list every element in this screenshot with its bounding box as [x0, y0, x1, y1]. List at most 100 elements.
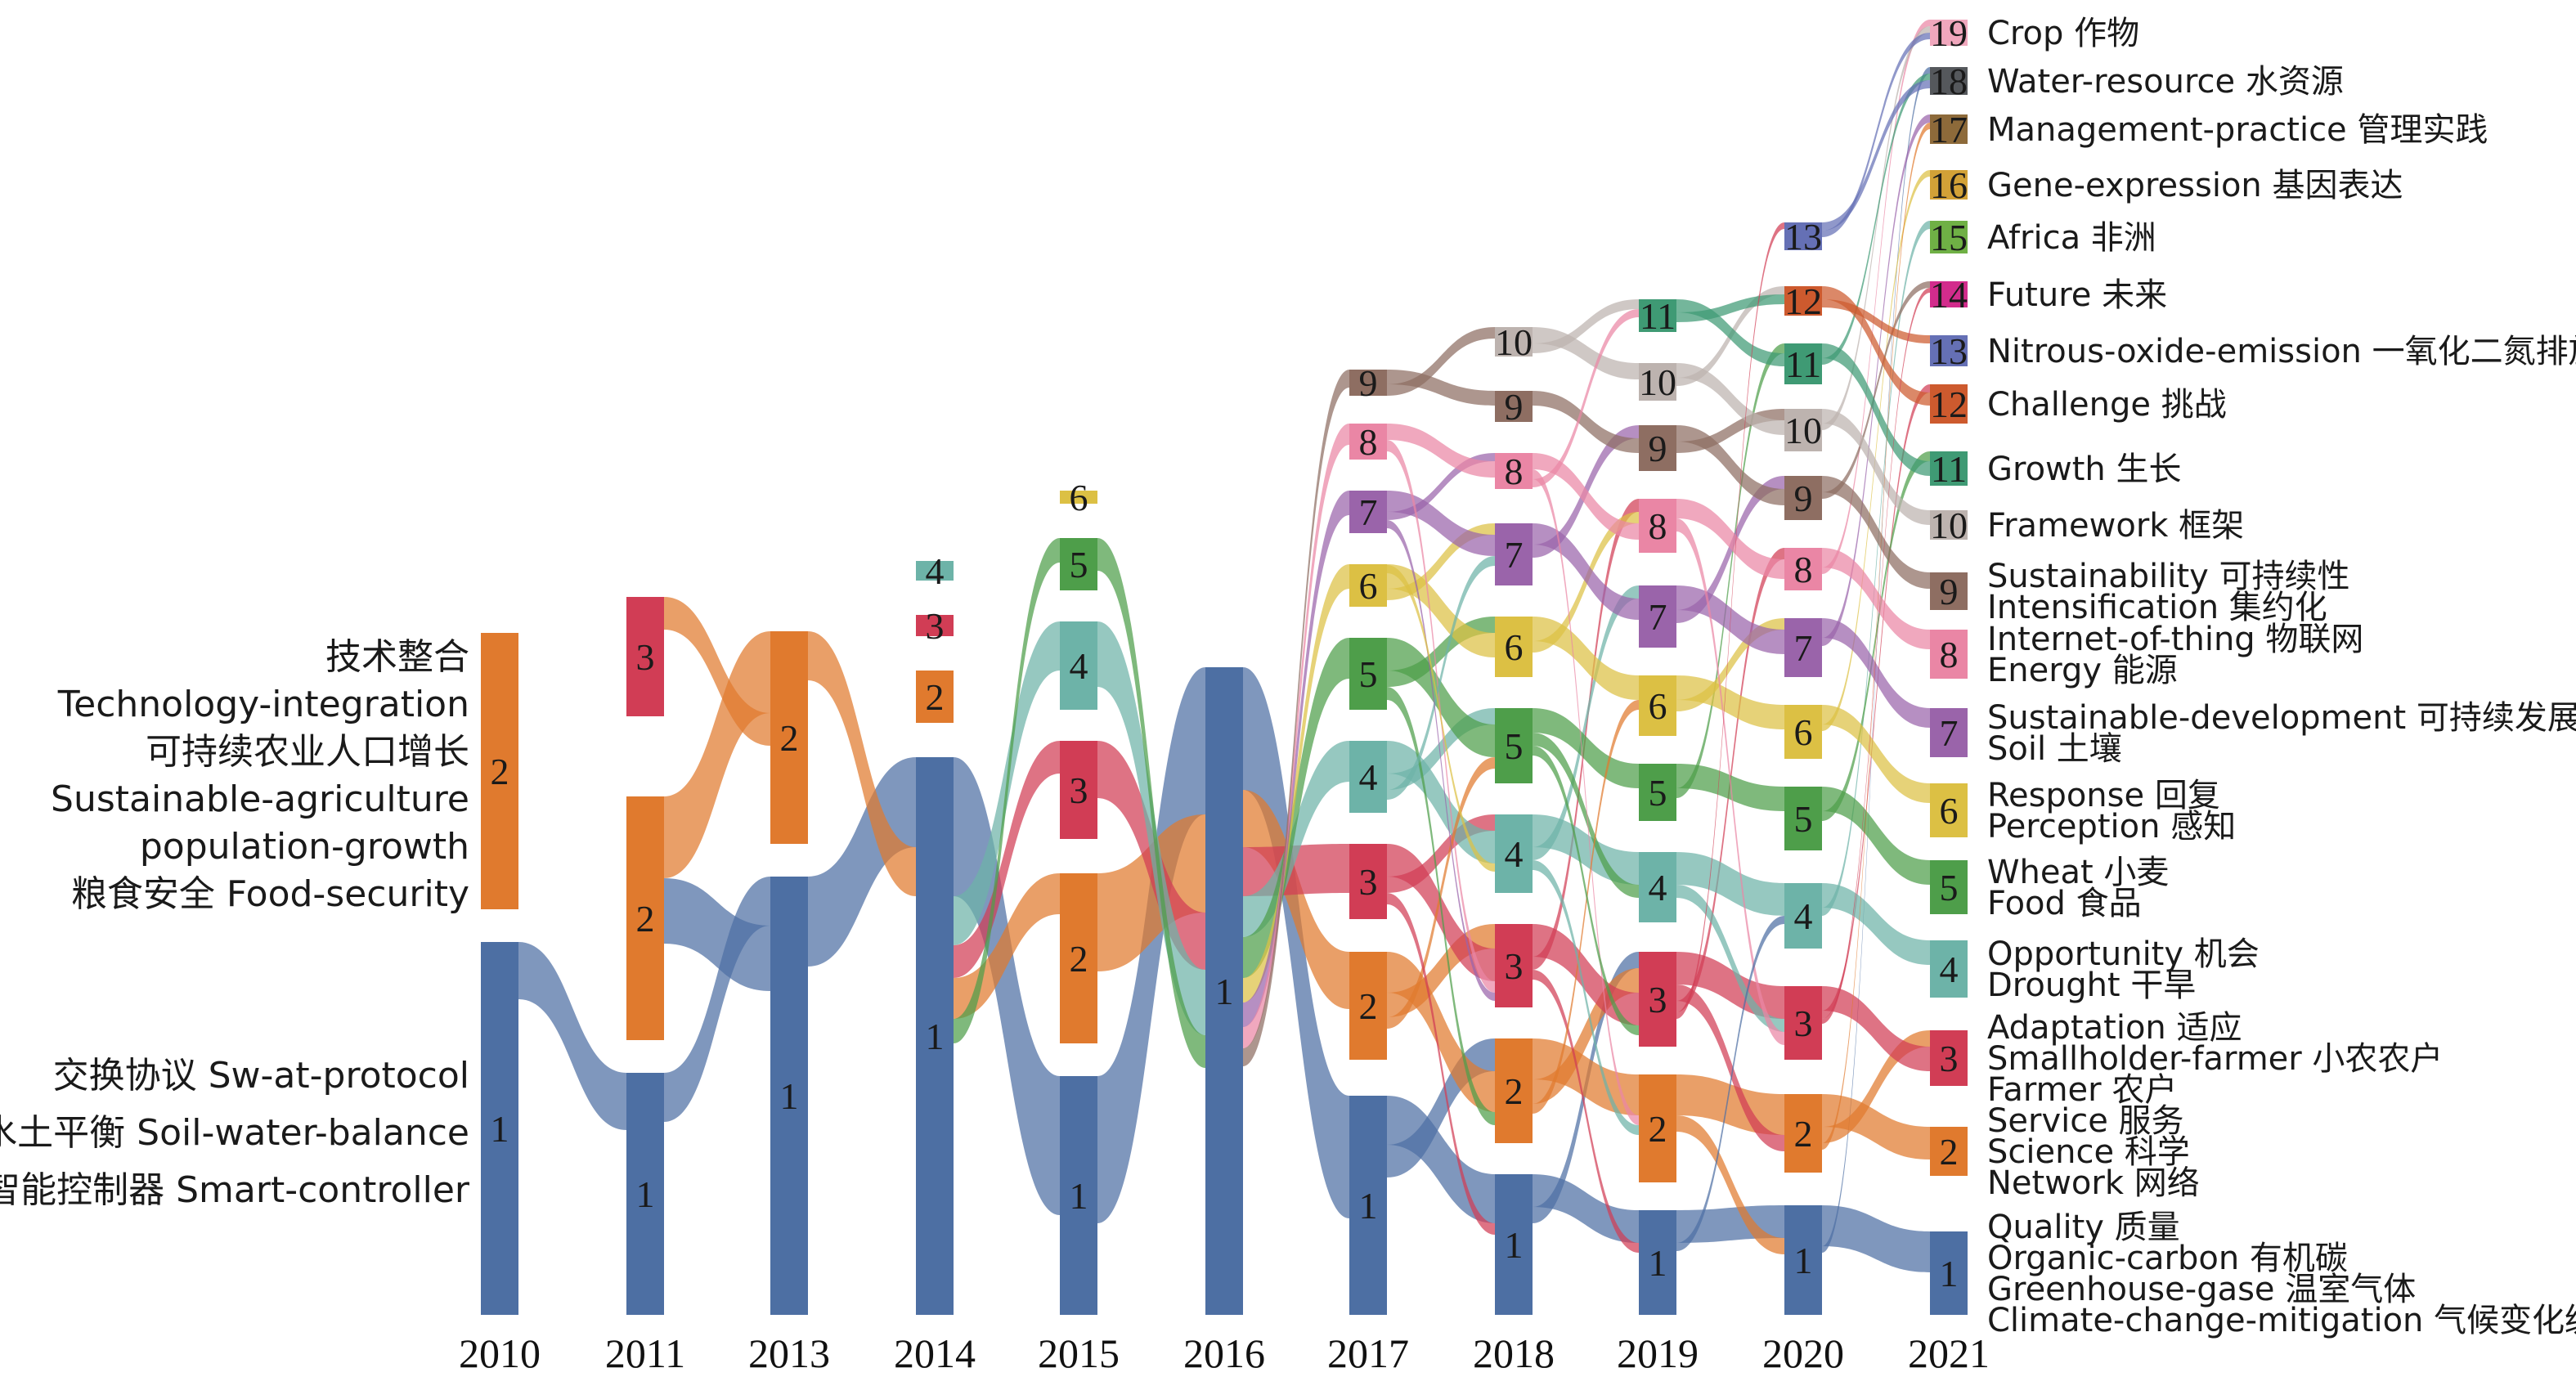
flow-link [1822, 299, 1930, 343]
topic-node [1930, 170, 1968, 200]
topic-node [626, 796, 664, 1040]
flow-link [1387, 556, 1495, 800]
topic-node [1060, 741, 1097, 839]
topic-node-number: 1 [1359, 1185, 1378, 1227]
topic-node-number: 10 [1495, 321, 1533, 363]
topic-node-number: 13 [1930, 330, 1968, 372]
flow-link [1822, 114, 1930, 646]
flow-link [1387, 327, 1495, 396]
topic-node-number: 3 [1070, 769, 1088, 811]
flow-link [1822, 20, 1930, 574]
topic-node-number: 7 [1359, 491, 1378, 533]
topic-node-number: 18 [1930, 61, 1968, 102]
topic-node-number: 2 [491, 751, 509, 792]
topic-node [1930, 335, 1968, 366]
topic-node-number: 10 [1784, 410, 1822, 451]
topic-node-number: 1 [1070, 1175, 1088, 1217]
sankey-nodes: 2132121432165432119876543211098765432111… [481, 12, 1968, 1315]
flow-link [1822, 384, 1930, 1019]
topic-node-number: 10 [1930, 505, 1968, 546]
topic-node-number: 9 [1794, 478, 1813, 519]
topic-node-number: 8 [1649, 505, 1667, 547]
right-keyword: Wheat 小麦 [1987, 854, 2169, 891]
flow-link [1676, 343, 1784, 798]
topic-node [1784, 618, 1822, 677]
right-keyword: Gene-expression 基因表达 [1987, 167, 2403, 204]
flow-link [1387, 520, 1495, 1001]
flow-link [1676, 1115, 1784, 1254]
topic-node [1349, 370, 1387, 396]
flow-link [1822, 221, 1930, 916]
topic-node-number: 9 [1359, 362, 1378, 404]
year-axis: 2010 2011 2013 2014 2015 2016 2017 2018 2019 2020… [459, 1330, 1990, 1376]
topic-node [1349, 424, 1387, 460]
right-keyword: Network 网络 [1987, 1164, 2200, 1202]
flow-link [1533, 617, 1639, 700]
topic-node [1930, 1231, 1968, 1315]
topic-node-number: 2 [1940, 1131, 1959, 1173]
right-keyword: Water-resource 水资源 [1987, 63, 2344, 101]
topic-node [1639, 852, 1676, 922]
topic-node-number: 16 [1930, 164, 1968, 206]
right-keyword: Sustainable-development 可持续发展 [1987, 699, 2576, 737]
topic-node-number: 4 [1070, 645, 1088, 687]
flow-link [1822, 67, 1930, 1253]
flow-link [1243, 667, 1349, 1218]
flow-link [1243, 424, 1349, 1048]
flow-link [1243, 370, 1349, 1066]
flow-link [664, 878, 770, 991]
right-keyword: Intensification 集约化 [1987, 589, 2327, 626]
topic-node-number: 14 [1930, 274, 1968, 316]
topic-node [1495, 924, 1533, 1007]
topic-node [1495, 327, 1533, 357]
right-keyword: Challenge 挑战 [1987, 386, 2227, 424]
topic-node-number: 2 [926, 676, 945, 718]
right-keyword: Organic-carbon 有机碳 [1987, 1240, 2348, 1277]
flow-link [1822, 170, 1930, 731]
topic-node [1495, 814, 1533, 893]
right-keyword: Greenhouse-gase 温室气体 [1987, 1271, 2416, 1308]
topic-node-number: 1 [926, 1016, 945, 1057]
topic-node-number: 5 [1359, 653, 1378, 695]
right-keyword-labels: Crop 作物 Water-resource 水资源 Management-prac… [1987, 15, 2576, 1339]
flow-link [1387, 893, 1495, 1235]
topic-node [1639, 585, 1676, 648]
flow-link [1243, 790, 1349, 1009]
flow-link [1822, 26, 1930, 430]
flow-link [1676, 618, 1784, 711]
flow-link [1533, 700, 1639, 1114]
topic-node-number: 6 [1070, 477, 1088, 518]
flow-link [1822, 787, 1930, 885]
topic-node [1349, 952, 1387, 1060]
topic-node [1639, 299, 1676, 332]
topic-node [1349, 564, 1387, 607]
right-keyword: Adaptation 适应 [1987, 1009, 2242, 1047]
topic-node-number: 6 [1649, 685, 1667, 727]
topic-node [1784, 409, 1822, 451]
topic-node [1930, 783, 1968, 837]
topic-node [1639, 425, 1676, 471]
topic-node [1930, 1030, 1968, 1086]
topic-node [626, 597, 664, 716]
flow-link [1533, 299, 1639, 353]
topic-node-number: 8 [1940, 634, 1959, 675]
topic-node-number: 8 [1359, 421, 1378, 463]
topic-node-number: 2 [1794, 1113, 1813, 1155]
right-keyword: Drought 干旱 [1987, 967, 2196, 1004]
flow-link [1822, 1205, 1930, 1272]
topic-node [1930, 708, 1968, 757]
left-keyword: population-growth [140, 826, 469, 868]
topic-node-number: 17 [1930, 109, 1968, 150]
left-keyword: 技术整合 [325, 636, 469, 678]
flow-link [1676, 852, 1784, 916]
topic-node [1930, 940, 1968, 998]
flow-link [1822, 476, 1930, 589]
topic-node-number: 1 [1794, 1240, 1813, 1281]
flow-link [1533, 453, 1639, 540]
topic-node [1784, 476, 1822, 520]
topic-node [1060, 1076, 1097, 1315]
topic-node [626, 1073, 664, 1315]
right-keyword: Farmer 农户 [1987, 1071, 2177, 1109]
year-label: 2011 [605, 1330, 685, 1376]
